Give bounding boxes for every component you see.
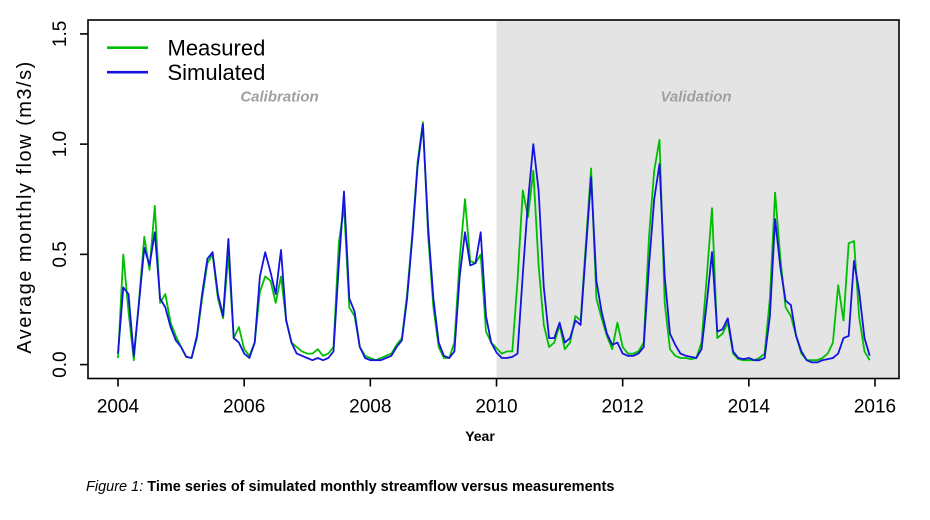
svg-text:2014: 2014	[728, 397, 771, 418]
svg-text:Year: Year	[465, 428, 495, 444]
svg-text:0.0: 0.0	[50, 351, 71, 377]
svg-text:2008: 2008	[349, 397, 391, 418]
svg-text:Measured: Measured	[168, 35, 266, 60]
svg-text:1.0: 1.0	[50, 131, 71, 157]
svg-text:Validation: Validation	[660, 89, 731, 106]
svg-text:2004: 2004	[97, 397, 140, 418]
svg-text:Figure 1: Time series of simul: Figure 1: Time series of simulated month…	[86, 479, 614, 495]
svg-text:Calibration: Calibration	[240, 89, 318, 106]
svg-text:1.5: 1.5	[50, 21, 71, 47]
svg-text:0.5: 0.5	[50, 241, 71, 267]
svg-text:Average monthly flow (m3/s): Average monthly flow (m3/s)	[14, 60, 36, 354]
svg-text:2016: 2016	[854, 397, 896, 418]
svg-text:Simulated: Simulated	[168, 60, 266, 85]
svg-text:2006: 2006	[223, 397, 265, 418]
svg-text:2012: 2012	[602, 397, 644, 418]
svg-text:2010: 2010	[475, 397, 517, 418]
